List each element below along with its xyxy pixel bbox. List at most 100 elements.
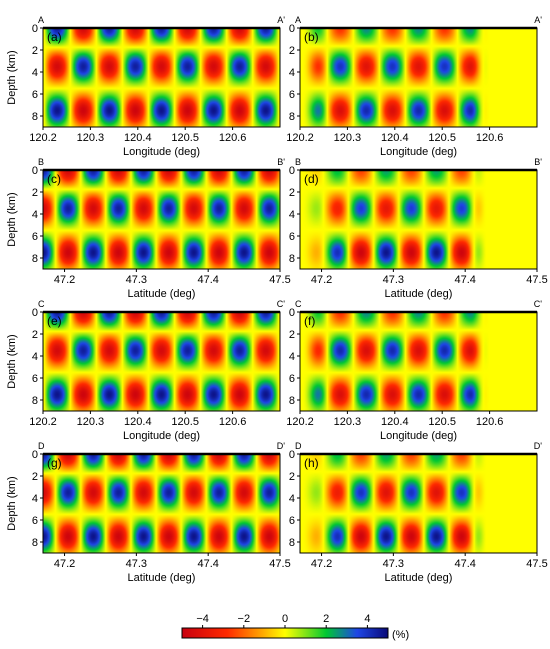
y-tick-label: 6 xyxy=(32,515,38,527)
profile-start-label: D xyxy=(295,441,302,451)
x-tick-label: 120.5 xyxy=(428,132,456,144)
y-tick-label: 2 xyxy=(289,329,295,341)
y-tick-label: 6 xyxy=(289,89,295,101)
y-tick-label: 8 xyxy=(32,253,38,265)
x-tick-label: 120.2 xyxy=(29,416,57,428)
y-tick-label: 0 xyxy=(289,165,295,177)
y-tick-label: 0 xyxy=(32,449,38,461)
panel-c: B B' (c) 0 2 4 6 8 Depth (km) 47.2 47.3 47.4 47.5 Lat… xyxy=(6,157,291,300)
panel-b: A A' (b) 0 2 4 6 8 120.2 120.3 120.4 120.5 120.6 Long… xyxy=(286,15,542,158)
x-tick-label: 47.2 xyxy=(54,274,75,286)
x-axis-label: Latitude (deg) xyxy=(128,572,196,584)
y-tick-label: 2 xyxy=(289,471,295,483)
panel-h: D D' (h) 0 2 4 6 8 47.2 47.3 47.4 47.5 Latitude (deg… xyxy=(289,441,548,584)
y-tick-label: 0 xyxy=(289,307,295,319)
panel-e: C C' (e) 0 2 4 6 8 Depth (km) 120.2 120.3 120.4 120.… xyxy=(6,299,285,442)
x-tick-label: 120.2 xyxy=(286,416,314,428)
profile-end-label: B' xyxy=(534,157,542,167)
profile-end-label: A' xyxy=(277,15,285,25)
panel-label: (d) xyxy=(304,172,319,186)
x-tick-label: 120.2 xyxy=(29,132,57,144)
x-axis-label: Longitude (deg) xyxy=(380,430,457,442)
y-tick-label: 2 xyxy=(289,187,295,199)
x-tick-label: 120.6 xyxy=(219,132,247,144)
profile-end-label: C' xyxy=(277,299,285,309)
y-tick-label: 6 xyxy=(32,231,38,243)
colorbar-tick-label: −4 xyxy=(196,613,209,625)
y-tick-label: 8 xyxy=(289,395,295,407)
profile-end-label: D' xyxy=(534,441,542,451)
profile-end-label: C' xyxy=(534,299,542,309)
panels: A A' (a) 0 2 4 6 8 Depth (km) 120.2 120.3 120.4 120.… xyxy=(6,15,548,584)
x-tick-label: 47.4 xyxy=(454,274,475,286)
colorbar: −4 −2 0 2 4 (%) xyxy=(181,613,409,641)
y-axis-label: Depth (km) xyxy=(6,192,18,246)
profile-start-label: B xyxy=(295,157,301,167)
profile-start-label: A xyxy=(38,15,44,25)
heatmap-f xyxy=(300,312,537,411)
x-tick-label: 120.5 xyxy=(428,416,456,428)
x-tick-label: 120.3 xyxy=(77,416,105,428)
y-tick-label: 4 xyxy=(289,493,295,505)
y-axis-label: Depth (km) xyxy=(6,476,18,530)
x-tick-label: 120.4 xyxy=(381,416,409,428)
y-tick-label: 0 xyxy=(289,449,295,461)
x-tick-label: 120.2 xyxy=(286,132,314,144)
colorbar-tick-label: 0 xyxy=(282,613,288,625)
x-tick-label: 47.2 xyxy=(54,558,75,570)
x-tick-label: 120.5 xyxy=(171,416,199,428)
x-tick-label: 47.4 xyxy=(197,558,218,570)
profile-end-label: D' xyxy=(277,441,285,451)
colorbar-scale xyxy=(181,627,389,639)
x-axis-label: Longitude (deg) xyxy=(123,430,200,442)
x-tick-label: 47.2 xyxy=(311,558,332,570)
x-tick-label: 120.6 xyxy=(219,416,247,428)
x-tick-label: 120.4 xyxy=(381,132,409,144)
y-tick-label: 4 xyxy=(289,67,295,79)
y-axis-label: Depth (km) xyxy=(6,334,18,388)
y-tick-label: 2 xyxy=(32,471,38,483)
y-tick-label: 2 xyxy=(32,187,38,199)
y-tick-label: 6 xyxy=(289,231,295,243)
y-tick-label: 0 xyxy=(32,307,38,319)
x-axis-label: Longitude (deg) xyxy=(380,146,457,158)
x-axis-label: Longitude (deg) xyxy=(123,146,200,158)
profile-end-label: A' xyxy=(534,15,542,25)
x-tick-label: 47.3 xyxy=(126,558,147,570)
panel-d: B B' (d) 0 2 4 6 8 47.2 47.3 47.4 47.5 Latitude (deg… xyxy=(289,157,548,300)
x-tick-label: 120.3 xyxy=(77,132,105,144)
panel-label: (f) xyxy=(304,314,315,328)
heatmap-e xyxy=(43,312,280,411)
heatmap-d xyxy=(300,170,537,269)
y-tick-label: 4 xyxy=(32,67,38,79)
y-tick-label: 8 xyxy=(289,537,295,549)
heatmap-c xyxy=(43,170,280,269)
x-axis-label: Latitude (deg) xyxy=(385,572,453,584)
panel-a: A A' (a) 0 2 4 6 8 Depth (km) 120.2 120.3 120.4 120.… xyxy=(6,15,285,158)
heatmap-h xyxy=(300,454,537,553)
y-tick-label: 8 xyxy=(32,537,38,549)
panel-label: (b) xyxy=(304,30,319,44)
y-tick-label: 6 xyxy=(289,373,295,385)
x-tick-label: 47.4 xyxy=(197,274,218,286)
y-tick-label: 8 xyxy=(32,395,38,407)
colorbar-tick-label: 2 xyxy=(323,613,329,625)
y-tick-label: 8 xyxy=(289,111,295,123)
x-tick-label: 120.5 xyxy=(171,132,199,144)
y-tick-label: 6 xyxy=(32,89,38,101)
profile-start-label: D xyxy=(38,441,45,451)
colorbar-tick-label: −2 xyxy=(238,613,251,625)
x-tick-label: 120.3 xyxy=(334,132,362,144)
x-axis-label: Latitude (deg) xyxy=(385,288,453,300)
x-tick-label: 47.3 xyxy=(383,558,404,570)
x-tick-label: 120.4 xyxy=(124,416,152,428)
panel-label: (a) xyxy=(47,30,62,44)
x-tick-label: 120.6 xyxy=(476,132,504,144)
panel-label: (g) xyxy=(47,456,62,470)
x-tick-label: 47.5 xyxy=(526,274,547,286)
heatmap-b xyxy=(300,28,537,127)
x-axis-label: Latitude (deg) xyxy=(128,288,196,300)
x-tick-label: 120.4 xyxy=(124,132,152,144)
profile-start-label: C xyxy=(38,299,45,309)
panel-f: C C' (f) 0 2 4 6 8 120.2 120.3 120.4 120.5 120.6 Long… xyxy=(286,299,542,442)
